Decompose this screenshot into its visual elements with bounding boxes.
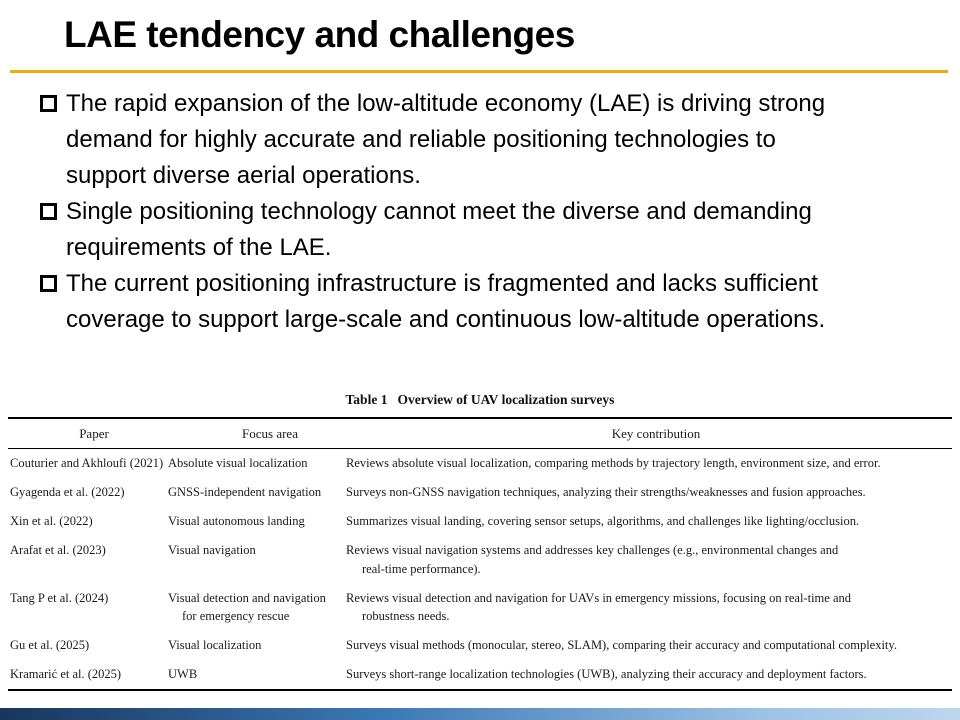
table-cell-focus: Absolute visual localization <box>168 456 308 470</box>
table-cell-focus: Visual detection and navigation for emer… <box>168 590 326 623</box>
table-row: Couturier and Akhloufi (2021) Absolute vi… <box>8 449 952 479</box>
table-cell-focus: Visual localization <box>168 637 262 652</box>
column-header-focus-area: Focus area <box>180 418 360 449</box>
table-row: Kramarić et al. (2025) UWB Surveys short-r… <box>8 660 952 692</box>
table-cell-focus: GNSS-independent navigation <box>168 485 322 500</box>
square-bullet-icon <box>40 275 57 292</box>
table-caption-label: Table 1 <box>345 392 388 407</box>
table-cell-contribution: Surveys non-GNSS navigation techniques, … <box>346 485 866 500</box>
table-cell-paper: Couturier and Akhloufi (2021) <box>10 456 164 470</box>
table-cell-contribution: Reviews visual navigation systems and ad… <box>346 543 839 576</box>
bullet-item: Single positioning technology cannot mee… <box>40 194 924 266</box>
surveys-table: Paper Focus area Key contribution Coutur… <box>8 417 952 692</box>
table-row: Gyagenda et al. (2022) GNSS-independent n… <box>8 478 952 507</box>
bullet-list: The rapid expansion of the low-altitude … <box>40 86 924 338</box>
table-row: Arafat et al. (2023) Visual navigation Rev… <box>8 536 952 583</box>
title-underline <box>10 70 948 73</box>
square-bullet-icon <box>40 203 57 220</box>
table-cell-focus: Visual navigation <box>168 543 256 558</box>
table-row: Xin et al. (2022) Visual autonomous landi… <box>8 507 952 536</box>
bullet-text: Single positioning technology cannot mee… <box>66 198 812 261</box>
page-title: LAE tendency and challenges <box>64 14 575 55</box>
table-cell-paper: Kramarić et al. (2025) <box>8 660 180 692</box>
table-cell-contribution: Reviews absolute visual localization, co… <box>346 456 881 470</box>
table-cell-focus: Visual autonomous landing <box>168 514 305 529</box>
table-cell-paper: Gyagenda et al. (2022) <box>10 485 125 500</box>
table-cell-contribution: Surveys visual methods (monocular, stere… <box>346 637 897 652</box>
square-bullet-icon <box>40 95 57 112</box>
bullet-item: The rapid expansion of the low-altitude … <box>40 86 924 194</box>
table-row: Gu et al. (2025) Visual localization Surve… <box>8 631 952 660</box>
table-cell-focus: UWB <box>168 660 360 692</box>
table-cell-contribution: Reviews visual detection and navigation … <box>346 590 851 623</box>
column-header-key-contribution: Key contribution <box>360 418 952 449</box>
table-header-row: Paper Focus area Key contribution <box>8 418 952 449</box>
table-figure: Table 1 Overview of UAV localization surv… <box>8 392 952 692</box>
table-cell-contribution: Surveys short-range localization technol… <box>346 660 952 692</box>
table-cell-contribution: Summarizes visual landing, covering sens… <box>346 514 860 529</box>
table-row: Tang P et al. (2024) Visual detection and… <box>8 584 952 631</box>
bullet-text: The rapid expansion of the low-altitude … <box>66 90 826 189</box>
footer-accent-bar <box>0 708 960 720</box>
bullet-text: The current positioning infrastructure i… <box>66 270 826 333</box>
bullet-item: The current positioning infrastructure i… <box>40 266 924 338</box>
table-cell-paper: Arafat et al. (2023) <box>10 543 106 558</box>
table-cell-paper: Xin et al. (2022) <box>10 514 93 529</box>
table-cell-paper: Tang P et al. (2024) <box>10 590 109 605</box>
table-caption-title: Overview of UAV localization surveys <box>397 392 615 407</box>
table-caption: Table 1 Overview of UAV localization surv… <box>8 392 952 408</box>
column-header-paper: Paper <box>8 418 180 449</box>
table-cell-paper: Gu et al. (2025) <box>10 637 90 652</box>
table-body: Couturier and Akhloufi (2021) Absolute vi… <box>8 449 952 692</box>
